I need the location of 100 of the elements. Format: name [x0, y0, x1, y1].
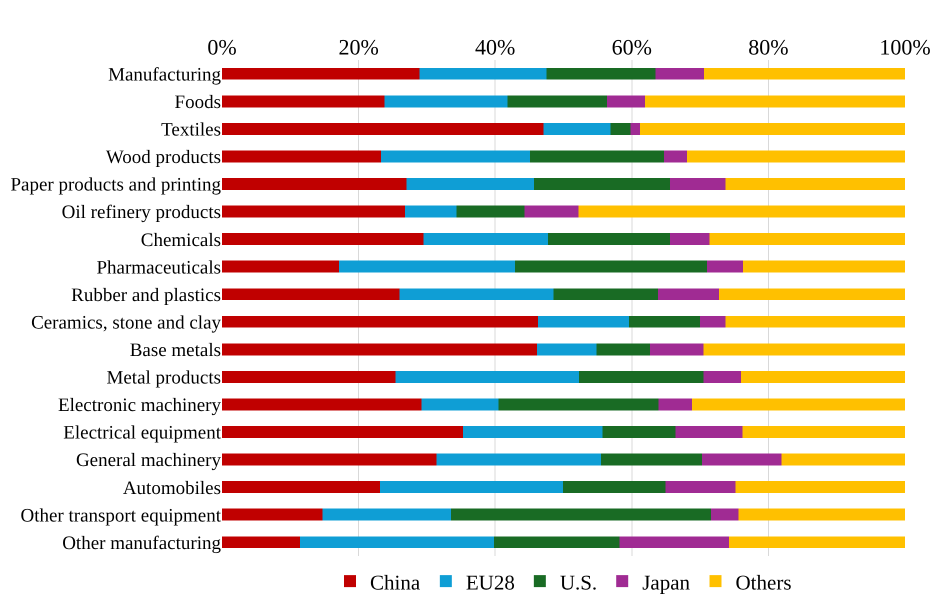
bar — [781, 454, 905, 466]
bar — [544, 122, 611, 135]
bar — [578, 206, 905, 218]
bar — [436, 454, 602, 466]
bar — [400, 288, 554, 300]
bar — [222, 426, 464, 438]
bar — [222, 398, 422, 410]
y-tick-label: Paper products and printing — [10, 174, 222, 196]
bar — [222, 481, 380, 494]
bar — [381, 150, 530, 162]
bar — [222, 178, 406, 190]
bar — [665, 481, 736, 494]
bar — [670, 233, 710, 246]
y-tick-label: Manufacturing — [108, 64, 222, 86]
bar — [704, 68, 905, 80]
bar — [222, 122, 544, 135]
x-tick-label: 40% — [475, 34, 516, 60]
y-tick-label: Pharmaceuticals — [96, 257, 221, 278]
bar — [725, 316, 905, 328]
bar — [700, 316, 726, 328]
bar — [692, 398, 905, 410]
bar — [222, 260, 339, 273]
bar — [222, 536, 300, 548]
bar — [222, 233, 424, 246]
y-tick-label: Wood products — [106, 147, 221, 168]
bar — [664, 150, 688, 162]
bar — [553, 288, 658, 300]
x-tick-label: 0% — [207, 34, 237, 60]
x-tick-label: 100% — [879, 34, 931, 60]
bar — [222, 370, 396, 383]
bar — [498, 398, 658, 410]
bar — [423, 233, 548, 246]
y-tick-label: Automobiles — [122, 478, 221, 499]
bar — [222, 343, 537, 356]
bar — [644, 95, 905, 108]
bar — [728, 536, 905, 548]
bar — [711, 508, 738, 521]
bar — [743, 260, 905, 273]
bar — [534, 178, 670, 190]
bar — [704, 343, 905, 356]
y-tick-label: Chemicals — [140, 230, 221, 251]
y-tick-label: Metal products — [106, 368, 221, 389]
bar — [405, 206, 456, 218]
y-tick-label: General machinery — [76, 450, 222, 472]
bar — [706, 260, 744, 273]
bar — [640, 122, 905, 135]
legend-label: U.S. — [560, 570, 598, 594]
y-tick-label: Electronic machinery — [58, 395, 222, 416]
legend-label: EU28 — [466, 570, 515, 594]
y-tick-label: Foods — [174, 92, 221, 113]
bar — [524, 206, 579, 218]
bar — [607, 95, 645, 108]
bar — [670, 178, 726, 190]
bar — [658, 398, 692, 410]
bar — [494, 536, 620, 548]
bar — [538, 316, 630, 328]
bar — [536, 343, 596, 356]
bar — [222, 150, 382, 162]
bar — [222, 508, 322, 521]
bar — [419, 68, 546, 80]
y-tick-label: Electrical equipment — [63, 422, 222, 444]
bar — [222, 95, 385, 108]
bar — [656, 68, 704, 80]
bar — [322, 508, 451, 521]
x-tick-label: 60% — [612, 34, 652, 60]
y-tick-label: Base metals — [130, 340, 221, 361]
bar — [602, 426, 676, 438]
bar — [650, 343, 704, 356]
bar — [596, 343, 650, 356]
bar — [601, 454, 702, 466]
bar — [702, 454, 782, 466]
bar — [548, 233, 670, 246]
bar — [338, 260, 516, 273]
y-tick-label: Textiles — [161, 120, 221, 141]
bar — [742, 426, 905, 438]
legend-label: China — [370, 570, 421, 594]
x-tick-label: 80% — [748, 34, 789, 60]
bar — [222, 316, 538, 328]
x-tick-label: 20% — [338, 34, 379, 60]
bar — [687, 150, 905, 162]
bar — [658, 288, 720, 300]
legend-label: Others — [736, 570, 792, 594]
bar — [222, 288, 400, 300]
bar — [507, 95, 608, 108]
bar — [456, 206, 525, 218]
y-tick-label: Rubber and plastics — [71, 284, 221, 306]
bar — [380, 481, 563, 494]
bar — [738, 508, 905, 521]
bar — [515, 260, 707, 273]
legend-label: Japan — [642, 570, 691, 594]
bar — [222, 68, 420, 80]
bar — [546, 68, 656, 80]
bar — [530, 150, 664, 162]
y-tick-label: Other manufacturing — [62, 532, 222, 554]
bar — [630, 122, 640, 135]
bar — [562, 481, 666, 494]
y-tick-label: Oil refinery products — [62, 202, 221, 224]
bar — [704, 370, 742, 383]
bar — [300, 536, 494, 548]
bar — [406, 178, 534, 190]
